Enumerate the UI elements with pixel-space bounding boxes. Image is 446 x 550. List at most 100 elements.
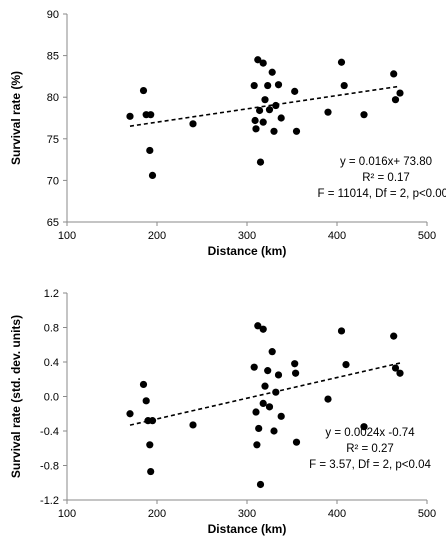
data-point <box>324 108 332 116</box>
data-point <box>254 56 262 64</box>
x-tick-label: 400 <box>328 508 346 520</box>
x-tick-label: 100 <box>58 508 76 520</box>
data-point <box>254 322 262 330</box>
data-point <box>147 111 155 119</box>
data-point <box>250 81 258 90</box>
y-tick-label: 70 <box>47 175 59 187</box>
data-point <box>148 171 157 180</box>
data-point <box>265 106 274 114</box>
y-tick-label: 65 <box>47 217 59 229</box>
data-point <box>277 412 285 420</box>
data-point <box>292 369 300 377</box>
regression-annotation: F = 11014, Df = 2, p<0.001 <box>318 188 446 200</box>
data-point <box>126 410 134 418</box>
data-point <box>252 408 260 416</box>
y-tick-label: 85 <box>47 51 59 63</box>
data-point <box>264 367 272 375</box>
data-point <box>360 423 368 431</box>
data-point <box>259 59 267 67</box>
data-point <box>268 68 276 76</box>
data-point <box>264 81 272 90</box>
data-point <box>292 438 301 446</box>
data-point <box>142 397 150 405</box>
data-point <box>256 480 265 489</box>
data-point <box>270 127 278 135</box>
x-axis-title: Distance (km) <box>208 522 287 536</box>
x-tick-label: 200 <box>148 230 166 242</box>
data-point <box>274 371 283 379</box>
scatter-chart-survival-std-dev: -1.2 -0.8 -0.4 0.0 0.4 0.8 1.2 100 200 300 400 500 D… <box>9 288 436 536</box>
data-point <box>291 360 299 368</box>
x-tick-label: 300 <box>238 230 256 242</box>
data-point <box>147 467 155 476</box>
x-tick-label: 100 <box>58 230 76 242</box>
data-point <box>274 81 283 89</box>
regression-annotation: F = 3.57, Df = 2, p<0.04 <box>309 459 431 471</box>
data-point <box>255 424 263 433</box>
data-point <box>251 116 259 125</box>
regression-annotation: R² = 0.17 <box>362 172 410 184</box>
data-point <box>261 96 269 104</box>
data-point <box>391 96 400 104</box>
y-axis-title: Survival rate (std. dev. units) <box>9 315 23 478</box>
trendline <box>129 85 401 127</box>
data-point <box>261 382 269 390</box>
regression-annotation: R² = 0.27 <box>346 443 394 455</box>
regression-annotation: y = 0.016x+ 73.80 <box>340 156 432 168</box>
data-point <box>259 399 267 407</box>
data-point <box>189 120 197 128</box>
data-point <box>250 363 258 371</box>
data-point <box>292 127 301 135</box>
scatter-chart-survival-percent: 65 70 75 80 85 90 100 200 300 400 500 Distance (km)… <box>9 9 446 258</box>
y-tick-label: 0.8 <box>44 323 59 335</box>
data-point <box>342 360 350 369</box>
y-tick-label: 75 <box>47 134 59 146</box>
x-tick-label: 200 <box>148 508 166 520</box>
y-tick-label: 0.4 <box>44 357 59 369</box>
data-point <box>256 158 265 166</box>
data-point <box>270 427 278 435</box>
data-point <box>259 325 267 333</box>
data-point <box>390 70 398 78</box>
data-point <box>396 369 404 377</box>
y-axis-title: Survival rate (%) <box>9 71 23 165</box>
data-point <box>337 58 346 66</box>
data-point <box>272 101 280 110</box>
data-point <box>268 348 276 356</box>
x-tick-label: 500 <box>418 508 436 520</box>
y-tick-label: -1.2 <box>40 495 59 507</box>
data-point <box>252 125 260 133</box>
x-tick-label: 400 <box>328 230 346 242</box>
data-point <box>360 111 368 119</box>
y-tick-label: 80 <box>47 92 59 104</box>
data-point <box>259 118 267 126</box>
data-point <box>189 421 197 429</box>
data-point <box>337 327 346 335</box>
data-point <box>324 395 332 403</box>
data-point <box>148 417 157 425</box>
data-point <box>139 86 148 95</box>
data-point <box>146 441 154 449</box>
data-point <box>256 106 264 115</box>
x-axis-title: Distance (km) <box>208 244 287 258</box>
data-point <box>340 81 348 90</box>
data-point <box>277 114 285 122</box>
x-tick-label: 500 <box>418 230 436 242</box>
data-point <box>396 89 404 97</box>
y-tick-label: 1.2 <box>44 288 59 300</box>
y-tick-label: 90 <box>47 9 59 21</box>
x-tick-label: 300 <box>238 508 256 520</box>
regression-annotation: y = 0.0024x -0.74 <box>325 427 415 439</box>
data-point <box>390 332 398 340</box>
y-tick-label: -0.4 <box>40 426 59 438</box>
data-point <box>391 364 400 372</box>
data-point <box>253 441 261 449</box>
data-point <box>291 87 299 95</box>
y-tick-label: 0.0 <box>44 392 59 404</box>
data-point <box>139 380 148 389</box>
data-point <box>265 403 274 411</box>
y-tick-label: -0.8 <box>40 461 59 473</box>
data-point <box>272 388 280 396</box>
data-point <box>126 112 134 120</box>
